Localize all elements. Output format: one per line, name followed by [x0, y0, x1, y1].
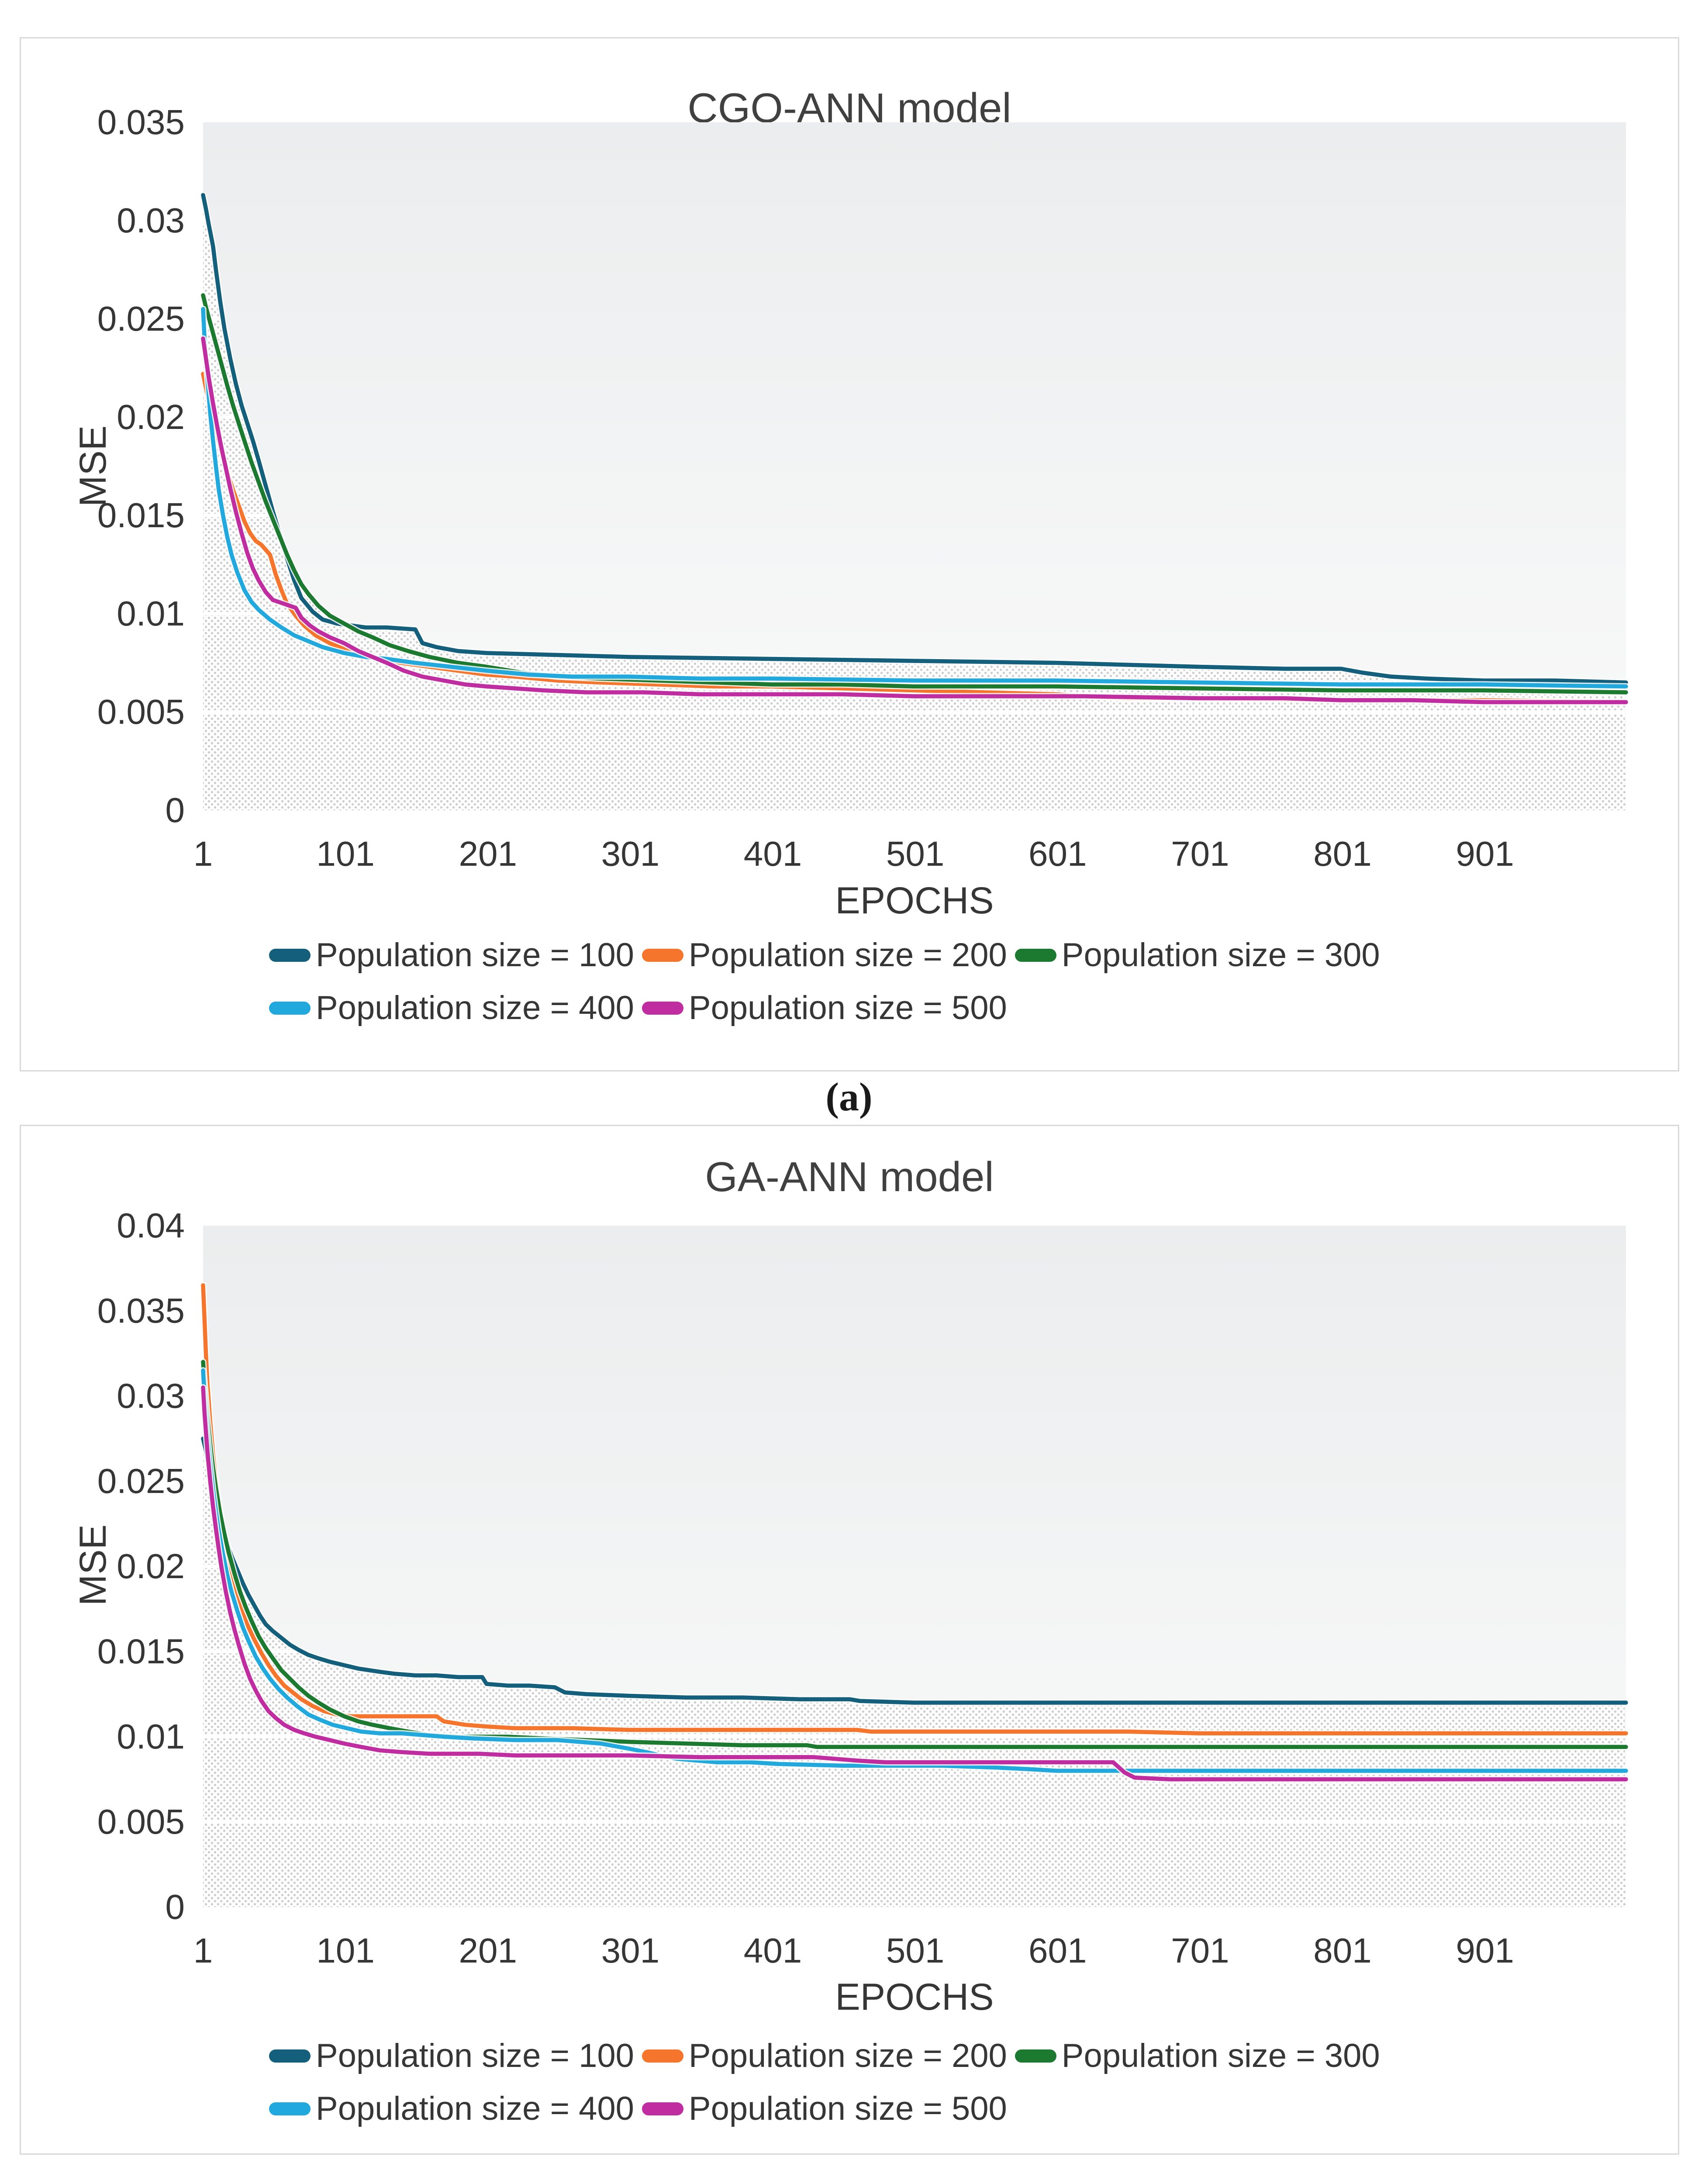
legend-item-pop300: Population size = 300 [1015, 2037, 1380, 2075]
legend-swatch-pop300 [1015, 948, 1056, 962]
y-tick-label: 0.01 [117, 594, 185, 633]
x-tick-label: 101 [316, 834, 375, 873]
x-tick-label: 601 [1028, 1931, 1087, 1970]
x-tick-label: 301 [601, 1931, 660, 1970]
x-tick-label: 901 [1456, 834, 1514, 873]
y-tick-label: 0.03 [117, 1376, 185, 1415]
legend-swatch-pop500 [642, 2102, 683, 2115]
legend-item-pop400: Population size = 400 [269, 2090, 634, 2128]
x-tick-label: 101 [316, 1931, 375, 1970]
legend-label: Population size = 500 [688, 2090, 1007, 2127]
legend-row: Population size = 400 Population size = … [269, 2090, 1388, 2128]
legend-item-pop500: Population size = 500 [642, 989, 1007, 1027]
panel-cgo-ann: CGO-ANN model MSE EPOCHS 0 0.005 0.01 0.015… [20, 37, 1679, 1071]
y-tick-label: 0.02 [117, 1547, 185, 1586]
x-tick-label: 701 [1171, 834, 1229, 873]
legend-item-pop400: Population size = 400 [269, 989, 634, 1027]
legend-swatch-pop100 [269, 948, 311, 962]
caption-a: (a) [825, 1075, 873, 1119]
y-tick-label: 0.035 [97, 1291, 185, 1330]
y-tick-label: 0 [165, 791, 185, 829]
x-tick-label: 1 [193, 1931, 213, 1970]
legend-item-pop100: Population size = 100 [269, 936, 634, 974]
y-tick-label: 0.005 [97, 692, 185, 731]
y-tick-label: 0.025 [97, 299, 185, 338]
legend-item-pop300: Population size = 300 [1015, 936, 1380, 974]
legend-swatch-pop500 [642, 1001, 683, 1015]
y-tick-label: 0.025 [97, 1462, 185, 1500]
legend-label: Population size = 300 [1061, 2037, 1380, 2074]
legend-swatch-pop300 [1015, 2049, 1056, 2063]
legend-item-pop100: Population size = 100 [269, 2037, 634, 2075]
panel-ga-ann: GA-ANN model MSE EPOCHS 0 0.005 0.01 0.015 0… [20, 1125, 1679, 2155]
ga-ann-line-chart [200, 1226, 1629, 1907]
y-tick-label: 0.015 [97, 1632, 185, 1671]
legend-label: Population size = 100 [316, 2037, 634, 2074]
legend-swatch-pop100 [269, 2049, 311, 2063]
y-tick-label: 0.01 [117, 1717, 185, 1756]
x-tick-label: 201 [459, 1931, 517, 1970]
y-tick-label: 0.04 [117, 1206, 185, 1245]
chart-title-ga-ann: GA-ANN model [705, 1154, 994, 1200]
y-tick-label: 0.03 [117, 201, 185, 240]
legend-label: Population size = 200 [688, 936, 1007, 974]
x-tick-label: 901 [1456, 1931, 1514, 1970]
y-tick-label: 0.015 [97, 496, 185, 535]
cgo-ann-line-chart [200, 122, 1629, 810]
caption-b: (b) [0, 2177, 1698, 2184]
x-tick-label: 501 [886, 834, 945, 873]
legend-ga-ann: Population size = 100 Population size = … [269, 2037, 1388, 2143]
legend-label: Population size = 300 [1061, 936, 1380, 974]
legend-swatch-pop400 [269, 1001, 311, 1015]
x-tick-label: 401 [743, 834, 802, 873]
x-tick-label: 601 [1028, 834, 1087, 873]
x-axis-title-epochs: EPOCHS [835, 1976, 994, 2018]
x-tick-label: 301 [601, 834, 660, 873]
x-tick-label: 801 [1313, 1931, 1372, 1970]
y-tick-label: 0.02 [117, 397, 185, 436]
x-tick-label: 201 [459, 834, 517, 873]
legend-swatch-pop200 [642, 2049, 683, 2063]
legend-item-pop500: Population size = 500 [642, 2090, 1007, 2128]
legend-label: Population size = 200 [688, 2037, 1007, 2074]
legend-label: Population size = 100 [316, 936, 634, 974]
x-tick-label: 801 [1313, 834, 1372, 873]
legend-label: Population size = 400 [316, 2090, 634, 2127]
legend-row: Population size = 100 Population size = … [269, 2037, 1388, 2075]
legend-cgo-ann: Population size = 100 Population size = … [269, 936, 1388, 1042]
legend-row: Population size = 400 Population size = … [269, 989, 1388, 1027]
y-tick-label: 0 [165, 1887, 185, 1926]
legend-swatch-pop200 [642, 948, 683, 962]
y-tick-label: 0.005 [97, 1802, 185, 1841]
legend-item-pop200: Population size = 200 [642, 2037, 1007, 2075]
y-tick-label: 0.035 [97, 103, 185, 142]
x-tick-label: 1 [193, 834, 213, 873]
x-tick-label: 401 [743, 1931, 802, 1970]
legend-label: Population size = 400 [316, 989, 634, 1026]
legend-swatch-pop400 [269, 2102, 311, 2115]
legend-item-pop200: Population size = 200 [642, 936, 1007, 974]
x-tick-label: 701 [1171, 1931, 1229, 1970]
x-axis-title-epochs: EPOCHS [835, 880, 994, 922]
x-tick-label: 501 [886, 1931, 945, 1970]
legend-row: Population size = 100 Population size = … [269, 936, 1388, 974]
legend-label: Population size = 500 [688, 989, 1007, 1026]
